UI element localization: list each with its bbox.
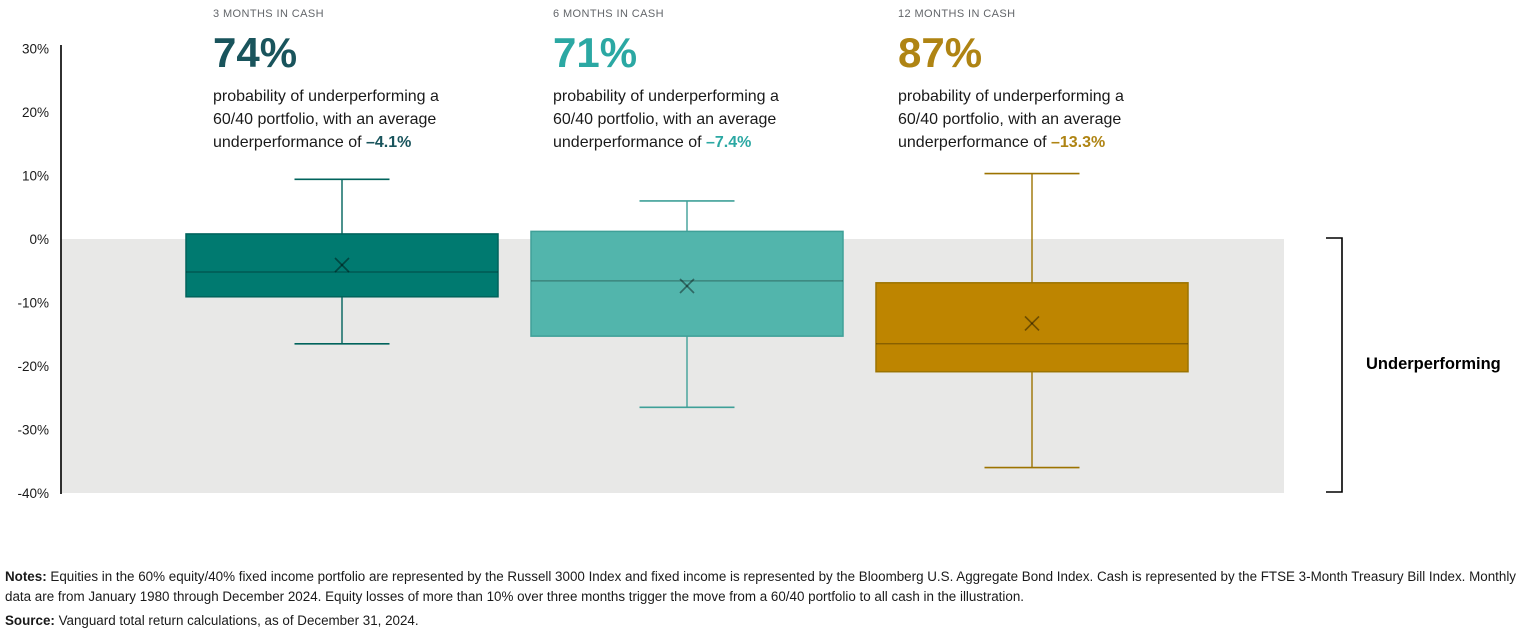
- source-text: Vanguard total return calculations, as o…: [54, 613, 419, 628]
- mean-x-marker-6-months-in-cash: [679, 278, 695, 294]
- card-eyebrow: 6 MONTHS IN CASH: [553, 8, 664, 20]
- y-tick-label: 20%: [22, 105, 49, 120]
- card-description-text: probability of underperforming a 60/40 p…: [553, 88, 779, 151]
- card-description: probability of underperforming a 60/40 p…: [898, 85, 1156, 154]
- mean-x-marker-6-months-in-cash: [679, 278, 695, 294]
- stat-card-3: 12 MONTHS IN CASH 87% probability of under…: [898, 8, 1160, 154]
- y-tick-label: 0%: [29, 232, 49, 247]
- y-tick-label: 30%: [22, 42, 49, 57]
- card-underperformance-value: –7.4%: [705, 134, 752, 151]
- y-tick-label: -40%: [17, 486, 49, 501]
- stat-card-2: 6 MONTHS IN CASH 71% probability of underp…: [553, 8, 815, 154]
- y-tick-label: -10%: [17, 296, 49, 311]
- box-3-months-in-cash: [185, 233, 499, 298]
- card-underperformance-value: –4.1%: [365, 134, 412, 151]
- card-eyebrow: 12 MONTHS IN CASH: [898, 8, 1016, 20]
- y-tick-label: -30%: [17, 423, 49, 438]
- box-6-months-in-cash: [530, 230, 844, 337]
- mean-x-marker-12-months-in-cash: [1024, 315, 1040, 332]
- card-description: probability of underperforming a 60/40 p…: [553, 85, 811, 154]
- underperforming-bracket: [1326, 237, 1343, 493]
- card-eyebrow: 3 MONTHS IN CASH: [213, 8, 324, 20]
- notes-label: Notes:: [5, 569, 47, 584]
- card-probability-value: 71%: [553, 29, 638, 76]
- source-line: Source: Vanguard total return calculatio…: [5, 611, 1529, 631]
- underperforming-label: Underperforming: [1366, 355, 1501, 373]
- mean-x-marker-12-months-in-cash: [1024, 315, 1040, 332]
- footnotes: Notes: Equities in the 60% equity/40% fi…: [5, 567, 1529, 631]
- y-tick-label: -20%: [17, 359, 49, 374]
- mean-x-marker-3-months-in-cash: [334, 257, 350, 273]
- card-description-text: probability of underperforming a 60/40 p…: [213, 88, 439, 151]
- source-label: Source:: [5, 613, 55, 628]
- mean-x-marker-3-months-in-cash: [334, 257, 350, 273]
- card-description: probability of underperforming a 60/40 p…: [213, 85, 471, 154]
- card-underperformance-value: –13.3%: [1050, 134, 1106, 151]
- stat-card-1: 3 MONTHS IN CASH 74% probability of underp…: [213, 8, 475, 154]
- card-probability-value: 87%: [898, 29, 983, 76]
- y-tick-label: 10%: [22, 169, 49, 184]
- box-12-months-in-cash: [875, 282, 1189, 373]
- notes-text: Equities in the 60% equity/40% fixed inc…: [5, 569, 1516, 604]
- card-probability-value: 74%: [213, 29, 298, 76]
- notes-line: Notes: Equities in the 60% equity/40% fi…: [5, 567, 1529, 607]
- boxplot-chart: 30% 20% 10% 0% -10% -20% -30% -40%: [17, 42, 1343, 501]
- card-description-text: probability of underperforming a 60/40 p…: [898, 88, 1124, 151]
